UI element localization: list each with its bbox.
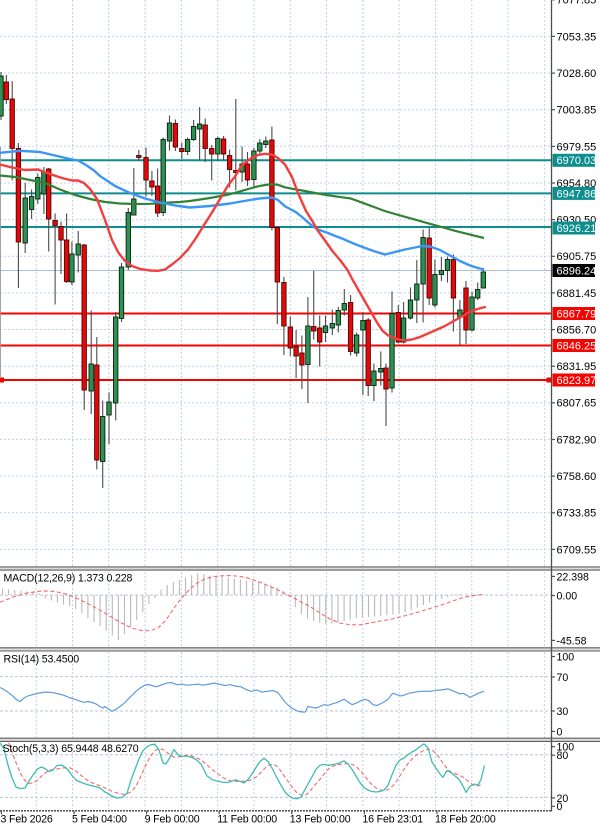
svg-text:100: 100: [557, 651, 575, 663]
svg-text:Stoch(5,3,3) 65.9448 48.6270: Stoch(5,3,3) 65.9448 48.6270: [3, 743, 139, 755]
svg-text:22.398: 22.398: [557, 571, 590, 583]
svg-text:16 Feb 23:01: 16 Feb 23:01: [362, 814, 423, 826]
svg-text:7053.35: 7053.35: [557, 31, 597, 43]
svg-text:6782.90: 6782.90: [557, 434, 597, 446]
svg-text:3 Feb 2026: 3 Feb 2026: [1, 814, 53, 826]
svg-text:6709.55: 6709.55: [557, 544, 597, 556]
svg-text:0: 0: [557, 801, 563, 813]
svg-text:6856.70: 6856.70: [557, 325, 597, 337]
svg-text:6896.24: 6896.24: [557, 265, 597, 277]
svg-text:7077.85: 7077.85: [557, 0, 597, 7]
svg-text:13 Feb 00:00: 13 Feb 00:00: [290, 814, 351, 826]
svg-text:30: 30: [557, 706, 569, 718]
svg-text:RSI(14) 53.4500: RSI(14) 53.4500: [4, 654, 80, 666]
svg-text:6926.21: 6926.21: [557, 223, 597, 235]
svg-text:0.00: 0.00: [557, 590, 578, 602]
svg-text:7003.85: 7003.85: [557, 105, 597, 117]
svg-text:0: 0: [557, 726, 563, 738]
svg-text:80: 80: [557, 750, 569, 762]
svg-text:6979.55: 6979.55: [557, 141, 597, 153]
svg-text:MACD(12,26,9) 1.373 0.228: MACD(12,26,9) 1.373 0.228: [4, 573, 133, 585]
svg-text:6905.75: 6905.75: [557, 251, 597, 263]
svg-text:6867.79: 6867.79: [557, 308, 597, 320]
svg-text:6758.60: 6758.60: [557, 471, 597, 483]
svg-text:18 Feb 20:00: 18 Feb 20:00: [435, 814, 496, 826]
svg-text:6733.85: 6733.85: [557, 508, 597, 520]
svg-text:7028.60: 7028.60: [557, 68, 597, 80]
svg-text:6823.97: 6823.97: [557, 375, 597, 387]
svg-text:9 Feb 00:00: 9 Feb 00:00: [145, 814, 200, 826]
svg-text:20: 20: [557, 793, 569, 805]
svg-text:100: 100: [557, 742, 575, 754]
svg-text:6947.86: 6947.86: [557, 188, 597, 200]
svg-text:6831.95: 6831.95: [557, 361, 597, 373]
svg-text:-45.58: -45.58: [557, 635, 587, 647]
svg-text:5 Feb 04:00: 5 Feb 04:00: [72, 814, 127, 826]
svg-text:11 Feb 00:00: 11 Feb 00:00: [217, 814, 277, 826]
svg-text:6807.65: 6807.65: [557, 398, 597, 410]
svg-text:6846.25: 6846.25: [557, 340, 597, 352]
svg-text:70: 70: [557, 672, 569, 684]
svg-text:6881.45: 6881.45: [557, 288, 597, 300]
svg-text:6970.03: 6970.03: [557, 155, 597, 167]
